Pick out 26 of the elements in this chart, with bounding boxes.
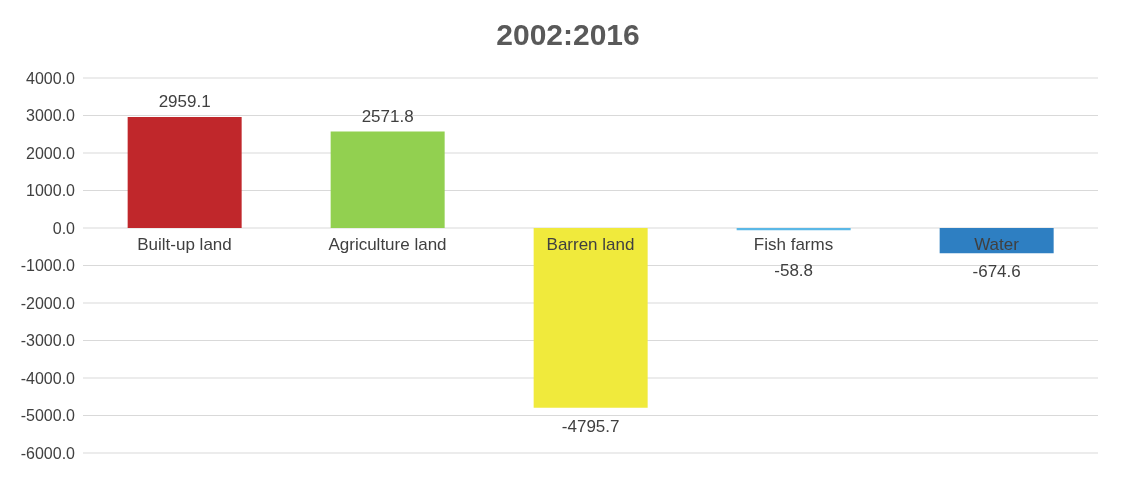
y-tick-label: -6000.0 [20, 444, 76, 462]
bar [736, 228, 851, 231]
y-tick-label: -1000.0 [20, 257, 76, 275]
y-tick-label: 3000.0 [26, 107, 76, 125]
x-tick-label: Water [974, 235, 1020, 254]
data-label: -58.8 [774, 261, 814, 280]
y-tick-label: 1000.0 [26, 182, 76, 200]
chart-title: 2002:2016 [495, 18, 641, 52]
x-tick-label: Barren land [546, 235, 635, 254]
y-tick-label: -4000.0 [20, 369, 76, 387]
y-tick-label: 4000.0 [26, 69, 76, 87]
y-tick-label: -3000.0 [20, 332, 76, 350]
bar [533, 228, 648, 408]
data-label: -674.6 [972, 262, 1021, 282]
y-tick-label: -5000.0 [20, 407, 76, 425]
data-label: 2571.8 [361, 106, 414, 126]
bar [330, 131, 445, 228]
x-tick-label: Agriculture land [328, 235, 447, 254]
y-tick-label: -2000.0 [20, 294, 76, 312]
x-tick-label: Built-up land [137, 235, 232, 254]
y-tick-label: 0.0 [52, 219, 76, 237]
y-tick-label: 2000.0 [26, 144, 76, 162]
bar [127, 117, 242, 228]
data-label: 2959.1 [158, 92, 211, 112]
data-label: -4795.7 [561, 416, 620, 436]
x-tick-label: Fish farms [753, 235, 834, 254]
